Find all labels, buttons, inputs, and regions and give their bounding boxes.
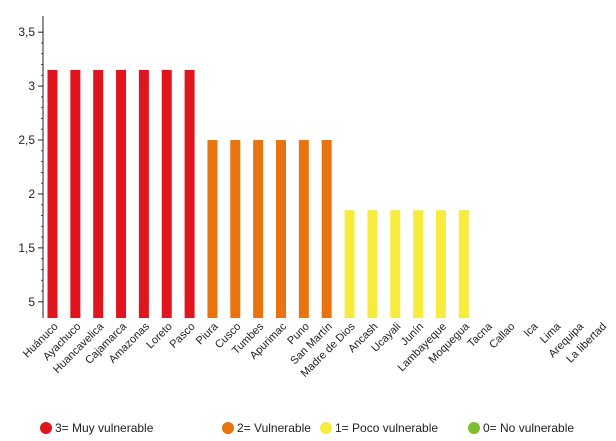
bars — [47, 69, 469, 318]
bar — [413, 210, 424, 318]
legend-label: 2= Vulnerable — [237, 421, 311, 435]
legend-label: 3= Muy vulnerable — [55, 421, 154, 435]
y-tick-label: 3 — [28, 79, 35, 93]
legend-swatch — [222, 422, 234, 434]
bar — [207, 140, 218, 318]
bar — [70, 69, 81, 318]
bar — [138, 69, 149, 318]
bar — [116, 69, 127, 318]
x-category-label: Callao — [487, 321, 518, 352]
y-tick-label: 2,5 — [18, 133, 35, 147]
bar — [276, 140, 286, 318]
legend-swatch — [468, 422, 480, 434]
y-tick-label: 5 — [28, 295, 35, 309]
y-axis-ticks: 5 1,5 2 2,5 3 3,5 — [18, 25, 43, 309]
bar — [230, 140, 241, 318]
legend: 3= Muy vulnerable 2= Vulnerable 1= Poco vu… — [40, 421, 574, 435]
y-tick-label: 1,5 — [18, 241, 35, 255]
x-category-label: Pasco — [168, 321, 198, 351]
bar — [344, 210, 355, 318]
bar — [93, 69, 104, 318]
bar — [184, 69, 195, 318]
bar — [298, 140, 309, 318]
bar — [367, 210, 378, 318]
legend-label: 1= Poco vulnerable — [335, 421, 438, 435]
plot-area: 5 1,5 2 2,5 3 3,5 HuánucoAyachucoHuancavelica… — [18, 16, 609, 380]
legend-label: 0= No vulnerable — [483, 421, 574, 435]
y-tick-label: 3,5 — [18, 25, 35, 39]
x-category-label: Loreto — [144, 321, 175, 352]
legend-swatch — [40, 422, 52, 434]
y-tick-label: 2 — [28, 187, 35, 201]
x-axis-labels: HuánucoAyachucoHuancavelicaCajamarcaAmaz… — [21, 320, 609, 380]
legend-swatch — [320, 422, 332, 434]
bar — [458, 210, 469, 318]
bar — [321, 140, 332, 318]
bar — [47, 69, 58, 318]
bar — [390, 210, 401, 318]
bar — [161, 69, 172, 318]
bar — [435, 210, 446, 318]
bar — [253, 140, 264, 318]
